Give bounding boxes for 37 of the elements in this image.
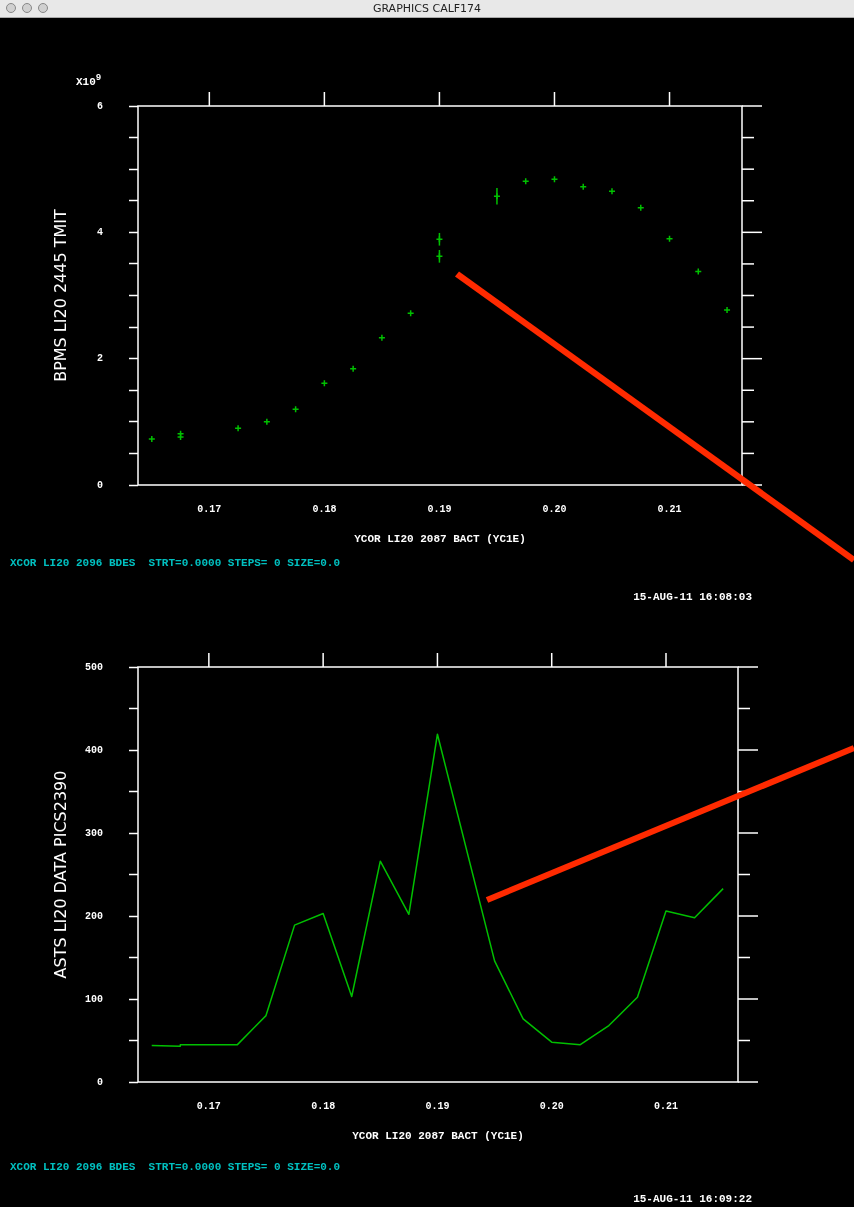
- point: [263, 418, 271, 426]
- text: XCOR LI20 2096 BDES STRT=0.0000 STEPS= 0 SIZE=0.0: [10, 557, 341, 569]
- text: XCOR LI20 2096 BDES STRT=0.0000 STEPS= 0 SIZE=0.0: [10, 1161, 341, 1173]
- y-axis-title: ASTS LI20 DATA PICS2390: [50, 770, 70, 979]
- y-tick-label: 2: [96, 353, 103, 365]
- point: [723, 306, 731, 314]
- y-tick-label: 0: [96, 1076, 103, 1088]
- y-tick-label: 500: [84, 661, 103, 673]
- x-axis-title: YCOR LI20 2087 BACT (YC1E): [352, 1130, 524, 1143]
- y-tick-label: 400: [84, 744, 103, 756]
- x-tick-label: 0.20: [542, 503, 567, 515]
- point: [378, 334, 386, 342]
- x-tick-label: 0.21: [653, 1100, 679, 1112]
- point: [349, 365, 357, 373]
- y-tick-label: 4: [96, 226, 103, 238]
- point: [148, 435, 156, 443]
- y-tick-label: 0: [96, 479, 103, 491]
- text: 15-AUG-11 16:09:22: [633, 1193, 752, 1205]
- x-tick-label: 0.19: [425, 1100, 450, 1112]
- chart-title: GRAPHICS CALF174: [0, 2, 854, 15]
- point: [234, 424, 242, 432]
- y-tick-label: 300: [84, 827, 103, 839]
- y-tick-label: 100: [84, 993, 103, 1005]
- text: 15-AUG-11 16:08:03: [633, 591, 753, 603]
- x-tick-label: 0.17: [196, 1100, 221, 1112]
- x-axis-title: YCOR LI20 2087 BACT (YC1E): [354, 533, 526, 546]
- x-tick-label: 0.20: [539, 1100, 564, 1112]
- x-tick-label: 0.17: [197, 503, 222, 515]
- x-tick-label: 0.18: [312, 503, 337, 515]
- text: X10$^{9}$: [76, 72, 102, 88]
- x-tick-label: 0.21: [657, 503, 682, 515]
- x-tick-label: 0.18: [311, 1100, 336, 1112]
- y-tick-label: 6: [96, 100, 103, 112]
- x-tick-label: 0.19: [427, 503, 452, 515]
- y-tick-label: 200: [84, 910, 103, 922]
- point: [579, 183, 587, 191]
- y-axis-title: BPMS LI20 2445 TMIT: [50, 208, 70, 382]
